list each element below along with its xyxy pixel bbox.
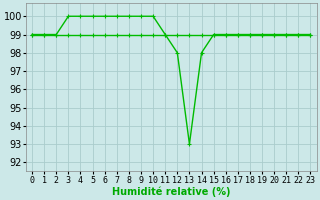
X-axis label: Humidité relative (%): Humidité relative (%) bbox=[112, 186, 230, 197]
